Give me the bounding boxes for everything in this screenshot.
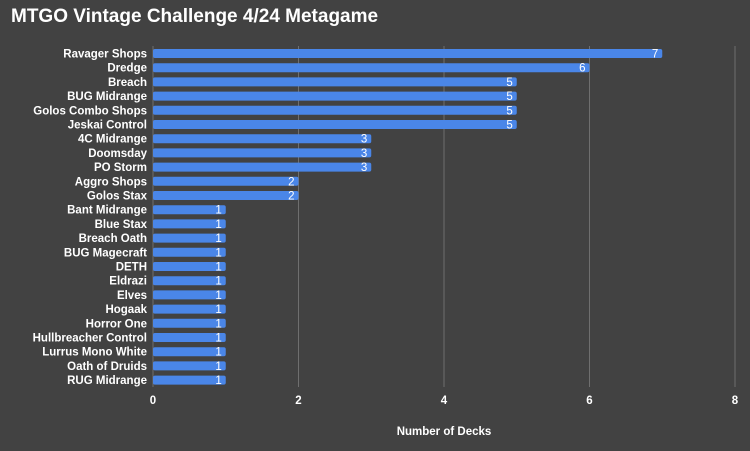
bar: [153, 162, 372, 172]
data-label: 1: [215, 262, 221, 274]
data-label: 2: [288, 191, 294, 203]
bar: [153, 304, 226, 314]
bar: [153, 375, 226, 385]
data-label: 5: [506, 91, 512, 103]
category-label: Elves: [117, 290, 147, 302]
data-label: 3: [361, 134, 367, 146]
data-label: 1: [215, 290, 221, 302]
x-tick-label: 4: [441, 395, 448, 407]
bar: [153, 318, 226, 328]
category-label: Oath of Druids: [67, 361, 147, 373]
bar: [153, 105, 517, 115]
data-label: 5: [506, 77, 512, 89]
data-label: 1: [215, 375, 221, 387]
category-label: RUG Midrange: [67, 375, 147, 387]
bar: [153, 77, 517, 87]
category-label: Bant Midrange: [67, 205, 147, 217]
category-label: Hogaak: [105, 304, 147, 316]
bar: [153, 205, 226, 215]
category-label: DETH: [116, 262, 147, 274]
data-label: 1: [215, 233, 221, 245]
category-label: 4C Midrange: [78, 134, 147, 146]
data-label: 1: [215, 219, 221, 231]
bar: [153, 91, 517, 101]
bar: [153, 361, 226, 371]
bar: [153, 276, 226, 286]
data-label: 3: [361, 148, 367, 160]
data-label: 1: [215, 304, 221, 316]
category-label: PO Storm: [94, 162, 147, 174]
category-label: Eldrazi: [109, 276, 147, 288]
category-label: Golos Stax: [87, 191, 148, 203]
data-label: 1: [215, 347, 221, 359]
x-tick-labels: 0 2 4 6 8: [150, 395, 739, 407]
bar: [153, 347, 226, 357]
category-label: Breach: [108, 77, 147, 89]
bar: [153, 49, 663, 58]
category-label: BUG Magecraft: [64, 247, 147, 259]
bar: [153, 233, 226, 243]
category-label: BUG Midrange: [67, 91, 147, 103]
data-label: 3: [361, 162, 367, 174]
category-label: Hullbreacher Control: [33, 333, 147, 345]
bar: [153, 148, 372, 158]
bar: [153, 191, 299, 200]
category-label: Doomsday: [88, 148, 147, 160]
category-label: Jeskai Control: [68, 120, 147, 132]
bar: [153, 333, 226, 342]
data-label: 2: [288, 176, 294, 188]
bars: [153, 49, 663, 385]
category-label: Blue Stax: [95, 219, 148, 231]
data-label: 5: [506, 105, 512, 117]
x-tick-label: 2: [295, 395, 301, 407]
bar: [153, 262, 226, 271]
bar: [153, 134, 372, 144]
x-axis-title: Number of Decks: [397, 426, 492, 438]
bar: [153, 247, 226, 257]
data-label: 1: [215, 318, 221, 330]
x-tick-label: 0: [150, 395, 156, 407]
gridlines: [152, 46, 736, 387]
category-label: Ravager Shops: [63, 49, 147, 61]
category-label: Aggro Shops: [75, 176, 147, 188]
category-label: Golos Combo Shops: [33, 105, 147, 117]
category-label: Breach Oath: [79, 233, 147, 245]
data-label: 1: [215, 361, 221, 373]
x-tick-label: 6: [586, 395, 592, 407]
data-label: 1: [215, 205, 221, 217]
data-label: 7: [652, 49, 658, 61]
chart-title: MTGO Vintage Challenge 4/24 Metagame: [11, 6, 379, 27]
data-label: 5: [506, 120, 512, 132]
data-labels: 7 6 5 5 5 5 3 3 3 2 2 1 1 1 1 1 1 1 1 1 1 1 1 1: [215, 49, 658, 388]
category-labels: Ravager Shops Dredge Breach BUG Midrange Gol…: [33, 49, 148, 388]
data-label: 6: [579, 63, 585, 75]
bar: [153, 63, 590, 73]
bar: [153, 176, 299, 186]
category-label: Dredge: [107, 63, 147, 75]
bar: [153, 290, 226, 300]
data-label: 1: [215, 333, 221, 345]
x-tick-label: 8: [732, 395, 739, 407]
category-label: Lurrus Mono White: [42, 347, 147, 359]
data-label: 1: [215, 247, 221, 259]
category-label: Horror One: [86, 318, 147, 330]
bar: [153, 219, 226, 229]
data-label: 1: [215, 276, 221, 288]
bar: [153, 120, 517, 129]
